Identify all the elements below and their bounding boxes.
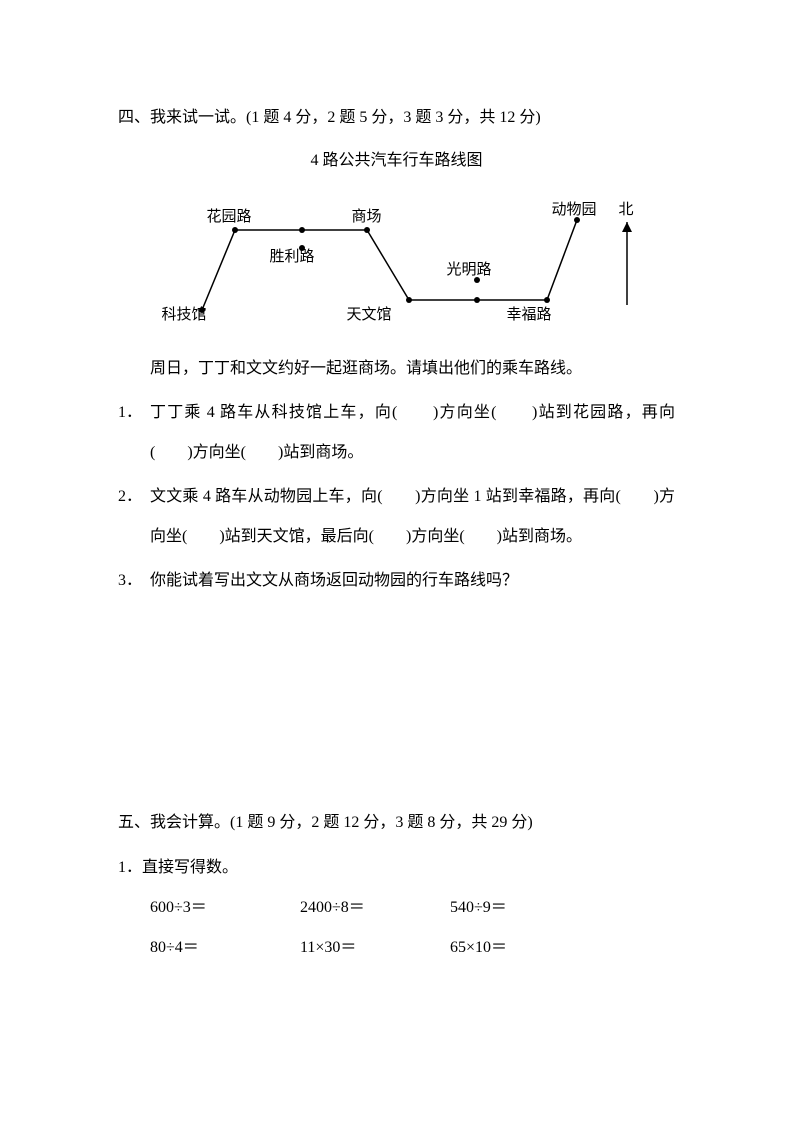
node-label-shangchang: 商场 (352, 205, 382, 226)
section5-header: 五、我会计算。(1 题 9 分，2 题 12 分，3 题 8 分，共 29 分) (118, 805, 675, 840)
calc-cell: 600÷3＝ (150, 888, 300, 928)
node-label-guangminglu: 光明路 (447, 258, 492, 279)
calc-cell: 80÷4＝ (150, 928, 300, 968)
sub1-num: 1． (118, 859, 142, 876)
question-3: 3． 你能试着写出文文从商场返回动物园的行车路线吗？ (118, 561, 675, 601)
node-label-dongwuyuan: 动物园 (552, 198, 597, 219)
node-label-xingfulu: 幸福路 (507, 303, 552, 324)
node-label-huayuanlu: 花园路 (207, 205, 252, 226)
calc-cell: 540÷9＝ (450, 888, 600, 928)
section4-header: 四、我来试一试。(1 题 4 分，2 题 5 分，3 题 3 分，共 12 分) (118, 100, 675, 135)
node-label-tianwenguan: 天文馆 (347, 303, 392, 324)
diagram-title: 4 路公共汽车行车路线图 (118, 143, 675, 178)
q2-text: 文文乘 4 路车从动物园上车，向( )方向坐 1 站到幸福路，再向( )方向坐(… (150, 477, 675, 557)
q1-num: 1． (118, 393, 150, 473)
calc-rows: 600÷3＝2400÷8＝540÷9＝80÷4＝11×30＝65×10＝ (118, 888, 675, 968)
q2-num: 2． (118, 477, 150, 557)
sub1-text: 直接写得数。 (142, 859, 238, 876)
q1-text: 丁丁乘 4 路车从科技馆上车，向( )方向坐( )站到花园路，再向( )方向坐(… (150, 393, 675, 473)
route-diagram: 科技馆 花园路胜利路 商场天文馆 光明路幸福路 动物园 北 (157, 190, 637, 330)
compass-label: 北 (619, 198, 634, 219)
question-1: 1． 丁丁乘 4 路车从科技馆上车，向( )方向坐( )站到花园路，再向( )方… (118, 393, 675, 473)
question-2: 2． 文文乘 4 路车从动物园上车，向( )方向坐 1 站到幸福路，再向( )方… (118, 477, 675, 557)
calc-cell: 11×30＝ (300, 928, 450, 968)
calc-cell: 2400÷8＝ (300, 888, 450, 928)
node-label-kejiguan: 科技馆 (162, 303, 207, 324)
calc-row: 80÷4＝11×30＝65×10＝ (118, 928, 675, 968)
section4-intro: 周日，丁丁和文文约好一起逛商场。请填出他们的乘车路线。 (118, 350, 675, 388)
q3-text: 你能试着写出文文从商场返回动物园的行车路线吗？ (150, 561, 675, 601)
section-gap (118, 605, 675, 805)
q3-num: 3． (118, 561, 150, 601)
calc-cell: 65×10＝ (450, 928, 600, 968)
node-label-shenglilu: 胜利路 (270, 245, 315, 266)
sub1: 1．直接写得数。 (118, 848, 675, 888)
calc-row: 600÷3＝2400÷8＝540÷9＝ (118, 888, 675, 928)
